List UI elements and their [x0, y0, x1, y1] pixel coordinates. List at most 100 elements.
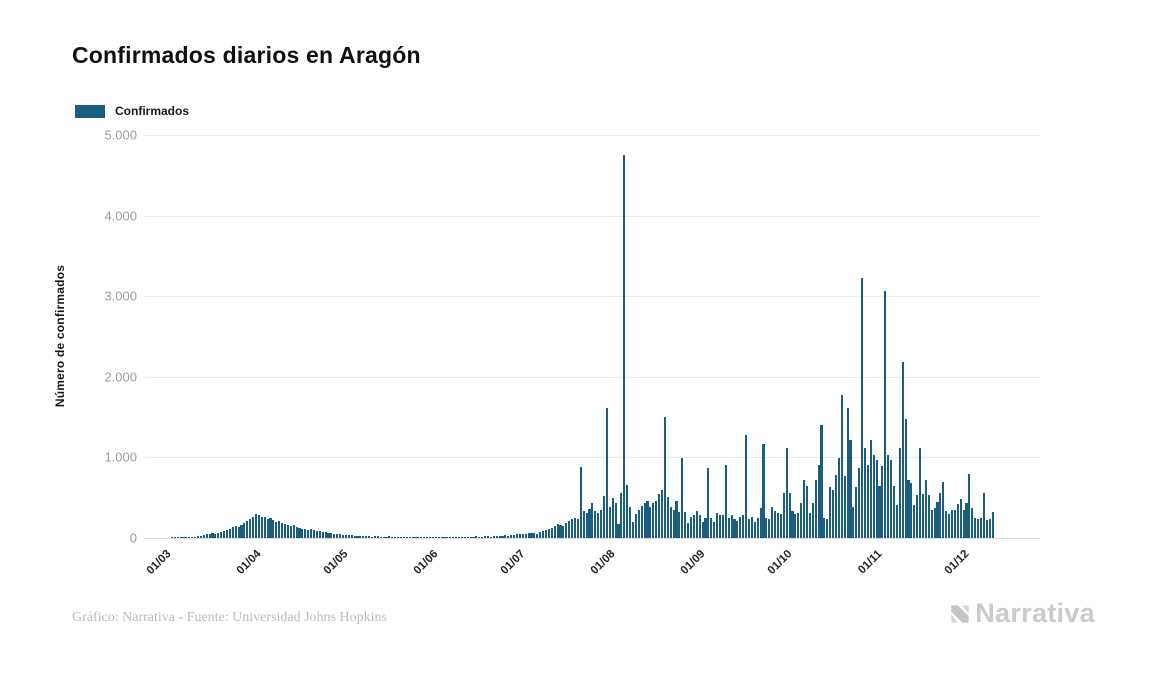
- bar: [388, 536, 391, 538]
- bar: [571, 518, 574, 538]
- bar: [988, 518, 991, 538]
- bar: [591, 503, 594, 538]
- bar: [658, 493, 661, 538]
- bar: [330, 533, 333, 538]
- bar: [205, 534, 208, 538]
- bar: [968, 473, 971, 538]
- bar: [623, 155, 626, 538]
- bar: [971, 508, 974, 538]
- bar: [539, 532, 542, 538]
- bar: [913, 504, 916, 538]
- legend-label: Confirmados: [115, 104, 190, 118]
- bar: [362, 535, 365, 538]
- bar: [820, 425, 823, 538]
- bar: [336, 534, 339, 538]
- bar: [631, 521, 635, 538]
- bar: [327, 532, 330, 538]
- bar: [333, 533, 336, 538]
- bar: [501, 535, 504, 538]
- bar: [455, 537, 458, 538]
- bar: [620, 493, 623, 538]
- bar: [585, 513, 588, 538]
- bar: [257, 515, 260, 538]
- bar: [736, 521, 739, 538]
- bar: [663, 417, 666, 538]
- bar: [669, 506, 672, 538]
- bar: [344, 535, 347, 538]
- bar: [492, 536, 495, 538]
- bar: [542, 531, 545, 538]
- y-tick-label: 0: [129, 530, 137, 546]
- bar: [252, 516, 255, 538]
- legend-swatch: [75, 104, 105, 118]
- brand-name: Narrativa: [975, 598, 1095, 628]
- bar: [707, 467, 710, 538]
- bar: [440, 537, 443, 538]
- bar: [953, 509, 956, 538]
- bar: [782, 492, 785, 538]
- bar: [295, 526, 298, 538]
- x-tick-label: 01/07: [498, 548, 528, 577]
- bar: [962, 509, 965, 538]
- bar: [747, 519, 751, 538]
- bar: [214, 533, 217, 538]
- bar: [228, 528, 231, 538]
- bar: [855, 486, 858, 538]
- bar: [602, 496, 606, 538]
- bar: [576, 519, 579, 538]
- bar: [196, 536, 200, 538]
- bar: [684, 512, 687, 538]
- y-axis-title: Número de confirmados: [53, 264, 67, 408]
- bar: [916, 494, 919, 538]
- bar: [933, 508, 936, 538]
- bar: [701, 521, 704, 538]
- bar: [312, 530, 316, 538]
- bar: [797, 513, 800, 538]
- bar: [266, 519, 269, 538]
- bar: [515, 534, 519, 538]
- bar: [521, 534, 524, 538]
- bar: [182, 537, 185, 538]
- bar: [518, 533, 521, 538]
- bar: [272, 520, 275, 538]
- bar: [379, 536, 382, 538]
- bar: [391, 536, 394, 538]
- bar: [286, 524, 289, 538]
- bar: [788, 492, 791, 538]
- bar: [768, 518, 771, 538]
- bar: [469, 536, 472, 538]
- bar: [588, 509, 591, 538]
- bar: [394, 537, 397, 538]
- bar: [823, 517, 826, 538]
- bar: [402, 536, 405, 538]
- bar: [188, 537, 191, 538]
- gridline: [145, 538, 1040, 539]
- narrativa-logo-icon: [947, 601, 973, 627]
- bar: [640, 505, 643, 538]
- bar: [924, 479, 927, 538]
- bar: [568, 521, 571, 538]
- bar: [724, 465, 727, 538]
- bar: [399, 536, 403, 538]
- bar: [301, 528, 304, 538]
- gridline: [145, 296, 1040, 298]
- bar: [550, 527, 553, 538]
- bar: [614, 503, 617, 538]
- bar: [495, 535, 498, 538]
- bar: [945, 511, 948, 538]
- plot-area: 5.000 4.000 3.000 2.000 1.000 0 01/03 01/04 01/0…: [104, 128, 1040, 577]
- bar: [559, 525, 562, 538]
- bar: [704, 517, 707, 538]
- bar: [289, 525, 292, 538]
- bar: [776, 513, 780, 538]
- bar: [655, 500, 658, 538]
- source-credit: Gráfico: Narrativa - Fuente: Universidad…: [72, 610, 387, 625]
- bar: [785, 447, 788, 538]
- bar: [791, 511, 794, 538]
- bar: [811, 502, 814, 538]
- bar: [437, 537, 440, 538]
- bar: [484, 536, 487, 538]
- bar: [544, 530, 548, 538]
- bar: [991, 511, 994, 538]
- bar: [304, 529, 307, 538]
